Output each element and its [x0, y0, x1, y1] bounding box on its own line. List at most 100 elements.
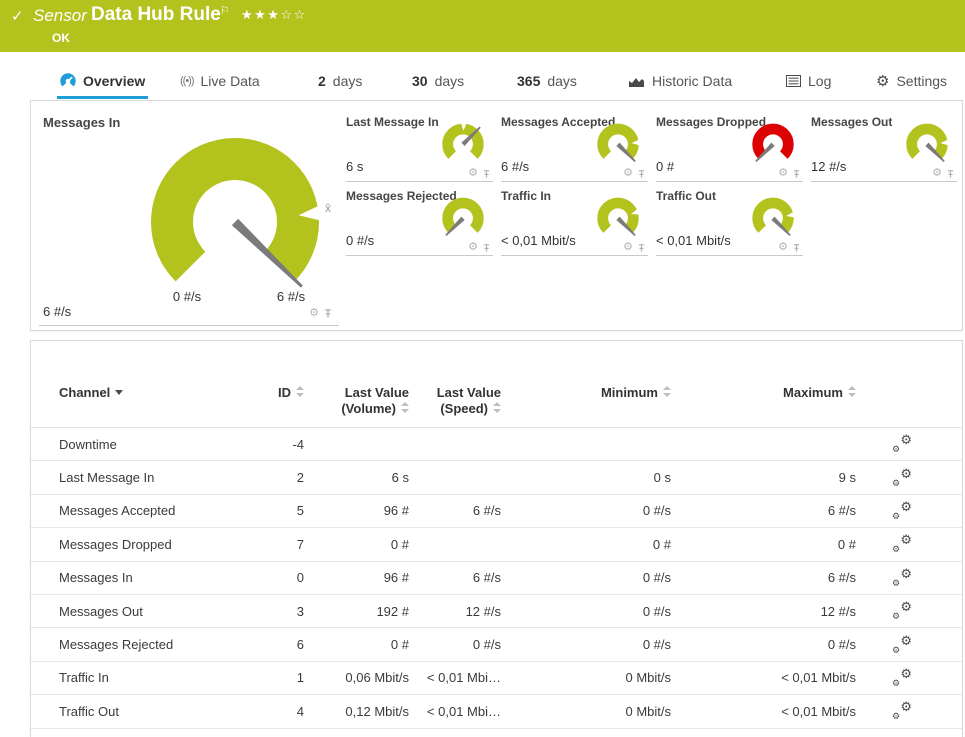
cell-id: 6 — [296, 637, 304, 653]
table-row: Downtime -4 ⚙ ⚙ — [31, 428, 962, 462]
table-row: Messages Rejected 6 0 # 0 #/s 0 #/s 0 #/… — [31, 628, 962, 662]
cell-channel: Messages Accepted — [59, 503, 176, 519]
cell-channel: Last Message In — [59, 470, 155, 486]
channel-gauge — [752, 123, 794, 163]
pin-gauge-icon[interactable] — [323, 308, 333, 319]
pin-gauge-icon[interactable] — [946, 169, 955, 179]
gauge-settings-gear-icon[interactable]: ⚙ — [623, 167, 633, 179]
tab-label: Overview — [83, 73, 146, 89]
cell-minimum: 0 #/s — [642, 503, 671, 519]
gauge-value: 0 #/s — [346, 233, 375, 248]
sort-icon — [296, 386, 304, 397]
cell-last-value-speed: < 0,01 Mbi… — [426, 703, 501, 719]
tab-number: 2 — [318, 73, 326, 89]
channel-gauge-cell: Last Message In 6 s ⚙ — [346, 113, 493, 182]
cell-minimum: 0 Mbit/s — [625, 670, 671, 686]
cell-id: 0 — [296, 570, 304, 586]
pin-gauge-icon[interactable] — [637, 243, 646, 253]
sort-icon — [663, 386, 671, 397]
sort-icon — [493, 402, 501, 413]
column-header-id[interactable]: ID — [249, 385, 304, 417]
channel-settings-icon[interactable]: ⚙ ⚙ — [892, 498, 912, 521]
gauge-settings-gear-icon[interactable]: ⚙ — [468, 241, 478, 253]
gauge-settings-gear-icon[interactable]: ⚙ — [623, 241, 633, 253]
tab-label: Log — [808, 73, 832, 89]
channel-settings-icon[interactable]: ⚙ ⚙ — [892, 665, 912, 688]
channel-gauge-cell: Messages Out 12 #/s ⚙ — [811, 113, 957, 182]
pin-gauge-icon[interactable] — [792, 169, 801, 179]
cell-channel: Messages In — [59, 570, 133, 586]
gauge-value: < 0,01 Mbit/s — [501, 233, 576, 248]
channel-settings-icon[interactable]: ⚙ ⚙ — [892, 632, 912, 655]
column-header-last-value-speed[interactable]: Last Value (Speed) — [436, 385, 501, 416]
gauge-title: Messages Dropped — [656, 115, 767, 129]
column-header-last-value-volume[interactable]: Last Value (Volume) — [341, 385, 409, 416]
page-title: Data Hub Rule — [91, 4, 221, 25]
gauge-title: Traffic Out — [656, 189, 717, 203]
cell-minimum: 0 #/s — [642, 570, 671, 586]
channel-settings-icon[interactable]: ⚙ ⚙ — [892, 699, 912, 722]
channel-gauge-cell: Messages Accepted 6 #/s ⚙ — [501, 113, 648, 182]
tab-overview[interactable]: Overview — [56, 70, 149, 99]
cell-last-value-volume: 192 # — [376, 603, 409, 619]
cell-channel: Messages Out — [59, 603, 143, 619]
pin-gauge-icon[interactable] — [482, 243, 491, 253]
cell-minimum: 0 #/s — [642, 637, 671, 653]
status-check-icon: ✓ — [11, 8, 24, 25]
gauge-settings-gear-icon[interactable]: ⚙ — [778, 241, 788, 253]
priority-stars[interactable]: ★★★☆☆ — [241, 7, 307, 23]
channel-settings-icon[interactable]: ⚙ ⚙ — [892, 532, 912, 555]
gauge-settings-gear-icon[interactable]: ⚙ — [309, 307, 319, 319]
gauge-value: 6 #/s — [501, 159, 530, 174]
column-header-maximum[interactable]: Maximum — [671, 385, 856, 417]
channel-settings-icon[interactable]: ⚙ ⚙ — [892, 465, 912, 488]
gauge-settings-gear-icon[interactable]: ⚙ — [778, 167, 788, 179]
gauge-title: Last Message In — [346, 115, 439, 129]
cell-id: 7 — [296, 536, 304, 552]
table-row: Messages Dropped 7 0 # 0 # 0 # ⚙ ⚙ — [31, 528, 962, 562]
pin-gauge-icon[interactable] — [482, 169, 491, 179]
channel-gauge-cell: Messages Dropped 0 # ⚙ — [656, 113, 803, 182]
gear-icon: ⚙ — [876, 72, 890, 90]
tab-30-days[interactable]: 30 days — [412, 70, 464, 92]
flag-icon[interactable]: ⚐ — [220, 5, 230, 17]
stars-empty: ☆☆ — [280, 7, 307, 22]
object-kind-label: Sensor — [33, 6, 87, 25]
tab-live-data[interactable]: ((•)) Live Data — [180, 70, 260, 92]
stars-filled: ★★★ — [241, 7, 281, 22]
tab-365-days[interactable]: 365 days — [517, 70, 577, 92]
gauge-settings-gear-icon[interactable]: ⚙ — [932, 167, 942, 179]
cell-last-value-volume: 0,12 Mbit/s — [345, 703, 409, 719]
pin-gauge-icon[interactable] — [637, 169, 646, 179]
cell-last-value-speed: 0 #/s — [472, 637, 501, 653]
channel-settings-icon[interactable]: ⚙ ⚙ — [892, 599, 912, 622]
channel-gauge — [597, 123, 642, 163]
table-row: Last Message In 2 6 s 0 s 9 s ⚙ ⚙ — [31, 461, 962, 495]
tab-label: Settings — [896, 73, 948, 89]
column-header-channel[interactable]: Channel — [59, 385, 249, 417]
channel-gauge — [442, 120, 484, 159]
cell-id: 2 — [296, 470, 304, 486]
tab-log[interactable]: Log — [786, 70, 831, 92]
channel-gauge — [442, 197, 484, 237]
log-list-icon — [786, 75, 801, 87]
tab-label: Live Data — [200, 73, 260, 89]
cell-maximum: 6 #/s — [827, 570, 856, 586]
pin-gauge-icon[interactable] — [792, 243, 801, 253]
gauge-title: Messages Out — [811, 115, 893, 129]
column-header-minimum[interactable]: Minimum — [501, 385, 671, 417]
gauge-value: 6 s — [346, 159, 364, 174]
channel-settings-icon[interactable]: ⚙ ⚙ — [892, 565, 912, 588]
gauge-scale-min: 0 #/s — [172, 289, 202, 304]
gauge-settings-gear-icon[interactable]: ⚙ — [468, 167, 478, 179]
cell-id: 4 — [296, 703, 304, 719]
tab-bar: Overview ((•)) Live Data 2 days 30 days … — [0, 62, 965, 100]
tab-2-days[interactable]: 2 days — [318, 70, 362, 92]
primary-gauge-cell: Messages In 0 #/s 6 #/s x̄ 6 #/s ⚙ — [39, 113, 339, 326]
gauge-title: Messages In — [43, 115, 121, 130]
tab-settings[interactable]: ⚙ Settings — [876, 70, 947, 92]
cell-channel: Downtime — [59, 436, 117, 452]
channel-settings-icon[interactable]: ⚙ ⚙ — [892, 432, 912, 455]
tab-historic-data[interactable]: Historic Data — [628, 70, 732, 92]
